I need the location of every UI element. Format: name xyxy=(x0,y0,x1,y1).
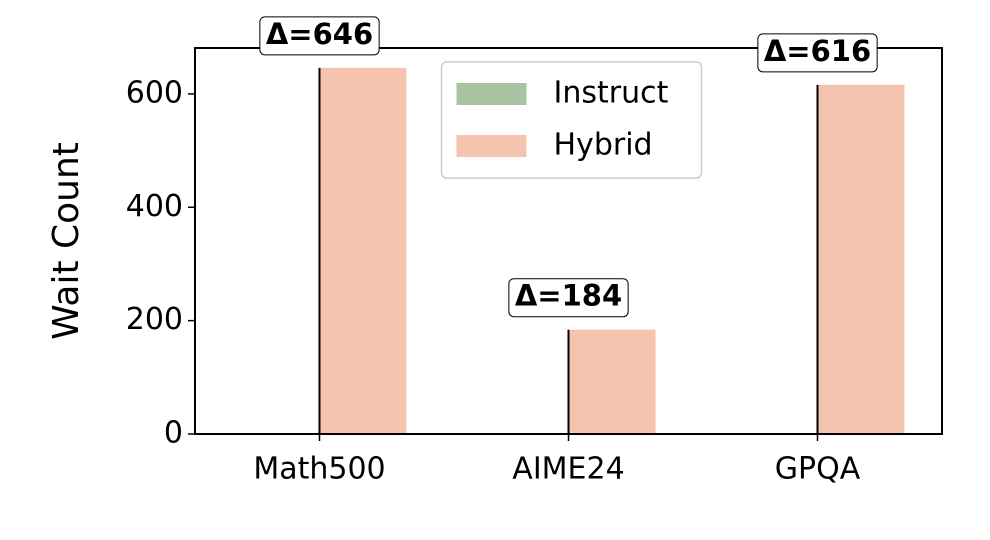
delta-label-group: Δ=184 xyxy=(508,278,629,318)
bar xyxy=(319,67,407,434)
delta-label-group: Δ=616 xyxy=(757,33,878,73)
delta-label: Δ=646 xyxy=(266,17,373,51)
delta-label-box xyxy=(259,16,380,56)
delta-label: Δ=184 xyxy=(515,279,622,313)
y-tick-label: 400 xyxy=(126,189,183,224)
delta-label-group: Δ=646 xyxy=(259,16,380,56)
legend-swatch xyxy=(456,83,527,105)
bar xyxy=(568,329,656,434)
y-tick-label: 0 xyxy=(164,416,183,451)
bar xyxy=(817,84,905,434)
delta-label-box xyxy=(757,33,878,73)
delta-label: Δ=616 xyxy=(764,34,871,68)
x-tick-label: AIME24 xyxy=(512,452,624,487)
axes-frame xyxy=(194,47,943,435)
y-axis-label: Wait Count xyxy=(46,142,87,340)
x-tick-label: GPQA xyxy=(775,452,861,487)
legend-label: Hybrid xyxy=(554,128,653,163)
y-tick-label: 600 xyxy=(126,75,183,110)
legend-label: Instruct xyxy=(554,76,669,111)
legend-swatch xyxy=(456,135,527,157)
x-tick-label: Math500 xyxy=(253,452,385,487)
delta-label-box xyxy=(508,278,629,318)
y-tick-label: 200 xyxy=(126,302,183,337)
